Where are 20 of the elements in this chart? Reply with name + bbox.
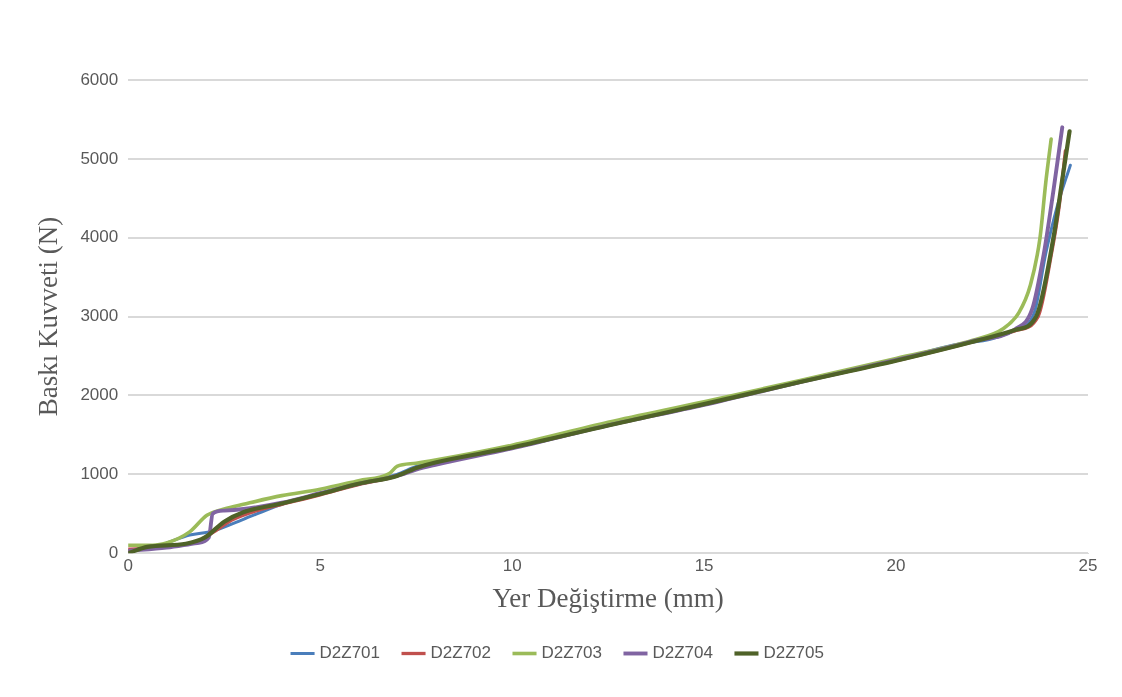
y-tick-label: 4000 xyxy=(80,227,119,247)
x-tick-label: 5 xyxy=(315,556,325,576)
y-tick-label: 6000 xyxy=(80,69,119,89)
legend-label: D2Z701 xyxy=(319,643,381,663)
x-tick-label: 25 xyxy=(1078,556,1098,576)
legend-label: D2Z704 xyxy=(652,643,713,663)
x-tick-label: 0 xyxy=(123,556,133,576)
legend-label: D2Z705 xyxy=(763,643,824,663)
y-tick-label: 0 xyxy=(108,542,119,562)
x-tick-label: 20 xyxy=(886,556,906,576)
y-tick-label: 3000 xyxy=(80,306,119,326)
y-axis-title: Baskı Kuvveti (N) xyxy=(33,216,64,417)
y-tick-label: 1000 xyxy=(80,464,119,484)
y-tick-label: 2000 xyxy=(80,385,119,405)
x-tick-label: 15 xyxy=(694,556,714,576)
x-tick-label: 10 xyxy=(502,556,522,576)
x-axis-title: Yer Değiştirme (mm) xyxy=(492,582,724,613)
legend-label: D2Z702 xyxy=(430,643,492,663)
legend-label: D2Z703 xyxy=(541,643,602,663)
y-tick-label: 5000 xyxy=(80,148,119,168)
